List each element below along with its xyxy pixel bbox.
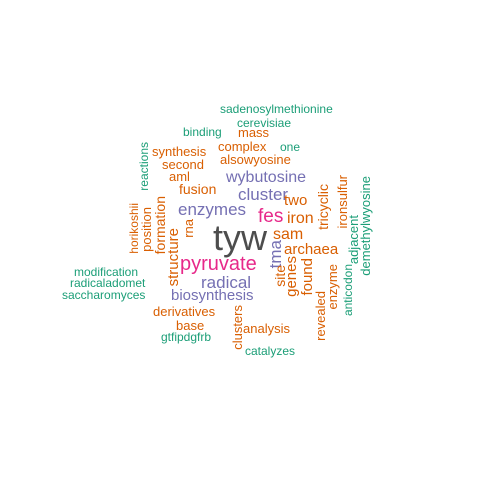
word-wybutosine: wybutosine [226, 169, 307, 186]
word-iron: iron [287, 210, 314, 227]
word-found: found [299, 258, 316, 296]
word-binding: binding [183, 125, 222, 139]
word-cerevisiae: cerevisiae [237, 116, 292, 130]
word-enzymes: enzymes [178, 200, 247, 219]
word-sadenosylmethionine: sadenosylmethionine [220, 102, 333, 116]
word-complex: complex [218, 139, 267, 154]
word-reactions: reactions [137, 142, 151, 191]
word-saccharomyces: saccharomyces [62, 288, 146, 302]
word-alsowyosine: alsowyosine [220, 152, 291, 167]
word-position: position [139, 207, 154, 252]
word-rna: rna [181, 219, 196, 238]
word-demethylwyosine: demethylwyosine [358, 176, 373, 276]
word-fes: fes [258, 206, 284, 227]
word-derivatives: derivatives [153, 304, 216, 319]
word-sam: sam [273, 226, 304, 243]
word-aml: aml [169, 169, 190, 184]
word-radicaladomet: radicaladomet [70, 276, 146, 290]
word-horikoshii: horikoshii [127, 203, 141, 254]
word-enzyme: enzyme [325, 264, 340, 310]
word-catalyzes: catalyzes [245, 344, 296, 358]
word-radical: radical [201, 273, 252, 292]
word-one: one [280, 140, 301, 154]
word-tricyclic: tricyclic [315, 184, 331, 230]
word-mass: mass [238, 125, 270, 140]
word-fusion: fusion [179, 181, 217, 197]
word-tyw: tyw [213, 217, 267, 258]
word-gtfipdgfrb: gtfipdgfrb [161, 330, 212, 344]
word-analysis: analysis [243, 321, 290, 336]
word-cluster: cluster [238, 185, 289, 204]
word-clusters: clusters [230, 305, 245, 350]
word-structure: structure [165, 228, 182, 287]
word-base: base [176, 318, 205, 333]
word-formation: formation [152, 196, 168, 255]
word-two: two [284, 192, 308, 209]
word-genes: genes [283, 256, 300, 297]
word-synthesis: synthesis [152, 144, 207, 159]
word-anticodon: anticodon [341, 264, 355, 317]
word-archaea: archaea [284, 241, 339, 258]
word-pyruvate: pyruvate [180, 253, 257, 275]
word-modification: modification [74, 265, 139, 279]
word-biosynthesis: biosynthesis [171, 287, 254, 304]
word-second: second [162, 157, 204, 172]
